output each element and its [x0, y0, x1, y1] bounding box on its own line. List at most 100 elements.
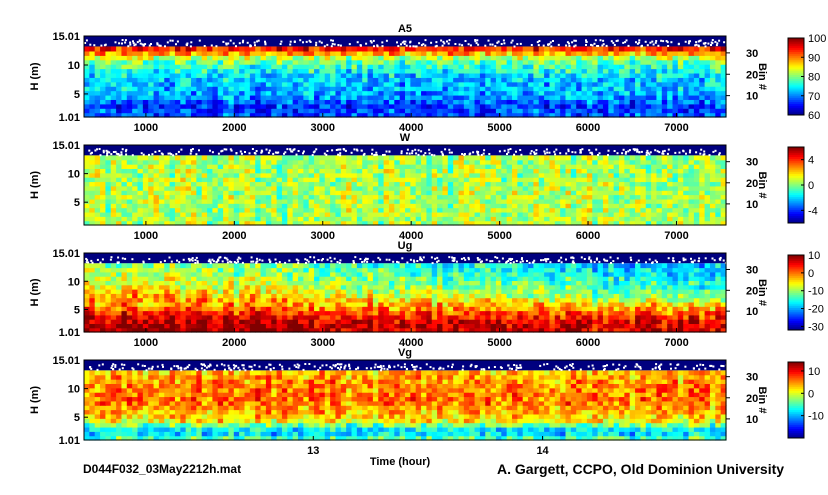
surface-speckle: [89, 363, 728, 372]
colorbar: -4 0 4: [787, 146, 818, 224]
colorbar-tick-label: 0: [808, 268, 814, 280]
x-tick-label: 2000: [222, 337, 246, 349]
surface-band: [84, 145, 726, 156]
y-tick-label: 15.01: [52, 31, 80, 43]
panel-title: Vg: [398, 347, 412, 359]
colorbar-tick-label: 4: [808, 155, 814, 167]
bin-tick-label: 10: [746, 199, 758, 211]
panel-w: W 5 10 15.01 H (m) 10 20 30 Bin # 1000 2000 3000 400…: [29, 132, 818, 242]
x-tick-label: 1000: [134, 230, 158, 242]
x-tick-label: 7000: [664, 122, 688, 134]
file-name-label: D044F032_03May2212h.mat: [83, 462, 242, 476]
heatmap-ug: [84, 263, 727, 333]
plot-frame: [83, 144, 727, 226]
y-tick-label: 10: [68, 60, 80, 72]
y-tick-label: 10: [68, 276, 80, 288]
x-tick-label: 2000: [222, 230, 246, 242]
x-tick-label: 3000: [311, 122, 335, 134]
colorbar-tick-label: 10: [808, 366, 820, 378]
bin-tick-label: 30: [746, 157, 758, 169]
bin-tick-label: 10: [746, 91, 758, 103]
x-tick-label: 7000: [664, 230, 688, 242]
bin-tick-label: 30: [746, 264, 758, 276]
y-tick-label: 5: [74, 304, 80, 316]
x-tick-label: 2000: [222, 122, 246, 134]
colorbar-tick-label: 100: [808, 33, 826, 45]
y-tick-label: 5: [74, 197, 80, 209]
colorbar-frame: [787, 361, 805, 439]
colorbar-tick-label: -10: [808, 411, 824, 423]
x-tick-label: 5000: [487, 230, 511, 242]
x-tick-label: 13: [307, 445, 319, 457]
heatmap-w: [84, 155, 727, 226]
bin-tick-label: 20: [746, 285, 758, 297]
colorbar-tick-label: -20: [808, 304, 824, 316]
colorbar-tick-label: 60: [808, 110, 820, 122]
bin-tick-label: 30: [746, 372, 758, 384]
right-axis-label: Bin #: [756, 387, 768, 414]
y-tick-label: 1.01: [59, 112, 80, 124]
colorbar-tick-label: 10: [808, 250, 820, 262]
x-tick-label: 6000: [576, 122, 600, 134]
surface-speckle: [85, 256, 727, 265]
y-tick-label: 15.01: [52, 248, 80, 260]
right-axis-label: Bin #: [756, 63, 768, 90]
plot-frame: [83, 252, 727, 333]
x-tick-label: 6000: [576, 230, 600, 242]
x-tick-label: 4000: [399, 230, 423, 242]
y-axis-label: H (m): [29, 278, 41, 306]
heatmap-a5: [84, 46, 727, 118]
colorbar-tick-label: 0: [808, 180, 814, 192]
surface-band: [84, 253, 726, 264]
x-tick-label: 14: [536, 445, 549, 457]
colorbar-tick-label: -30: [808, 321, 824, 333]
y-tick-label: 10: [68, 169, 80, 181]
y-tick-label: 10: [68, 384, 80, 396]
bin-tick-label: 10: [746, 414, 758, 426]
colorbar-tick-label: -10: [808, 286, 824, 298]
bin-tick-label: 30: [746, 48, 758, 60]
x-tick-label: 3000: [311, 230, 335, 242]
x-tick-label: 5000: [487, 122, 511, 134]
colorbar-tick-label: 90: [808, 52, 820, 64]
right-axis-label: Bin #: [756, 172, 768, 199]
y-tick-label: 5: [74, 412, 80, 424]
x-tick-label: 1000: [134, 122, 158, 134]
bin-tick-label: 20: [746, 393, 758, 405]
y-tick-label: 15.01: [52, 140, 80, 152]
plot-frame: [83, 359, 727, 441]
right-axis-label: Bin #: [756, 279, 768, 306]
y-tick-label: 1.01: [59, 327, 80, 339]
credit-label: A. Gargett, CCPO, Old Dominion Universit…: [497, 461, 785, 477]
colorbar-tick-label: 70: [808, 91, 820, 103]
panel-title: W: [400, 132, 411, 144]
panel-vg: Vg 1.01 5 10 15.01 H (m) 10 20 30 Bin # 13 14 Time (…: [29, 347, 824, 468]
panel-title: A5: [398, 23, 412, 35]
x-tick-label: 3000: [311, 337, 335, 349]
x-axis-label: Time (hour): [370, 456, 431, 468]
surface-speckle: [88, 148, 721, 157]
bin-tick-label: 10: [746, 306, 758, 318]
x-tick-label: 1000: [134, 337, 158, 349]
panel-ug: Ug 1.01 5 10 15.01 H (m) 10 20 30 Bin # 1000 2000 30…: [29, 240, 824, 349]
panel-title: Ug: [398, 240, 413, 252]
colorbar: 60 70 80 90 100: [787, 33, 826, 122]
colorbar-frame: [787, 254, 805, 331]
y-axis-label: H (m): [29, 171, 41, 199]
colorbar-tick-label: -4: [808, 205, 818, 217]
y-tick-label: 15.01: [52, 355, 80, 367]
y-axis-label: H (m): [29, 62, 41, 90]
x-tick-label: 5000: [487, 337, 511, 349]
y-tick-label: 5: [74, 89, 80, 101]
colorbar: -10 0 10: [787, 361, 824, 439]
colorbar: -30 -20 -10 0 10: [787, 250, 824, 333]
bin-tick-label: 20: [746, 69, 758, 81]
colorbar-tick-label: 80: [808, 72, 820, 84]
panel-a5: A5 1.01 5 10 15.01 H (m) 10 20 30 Bin # 1000 2000 30…: [29, 23, 826, 134]
y-tick-label: 1.01: [59, 435, 80, 447]
y-axis-label: H (m): [29, 386, 41, 414]
colorbar-tick-label: 0: [808, 388, 814, 400]
x-tick-label: 4000: [399, 122, 423, 134]
x-tick-label: 7000: [664, 337, 688, 349]
